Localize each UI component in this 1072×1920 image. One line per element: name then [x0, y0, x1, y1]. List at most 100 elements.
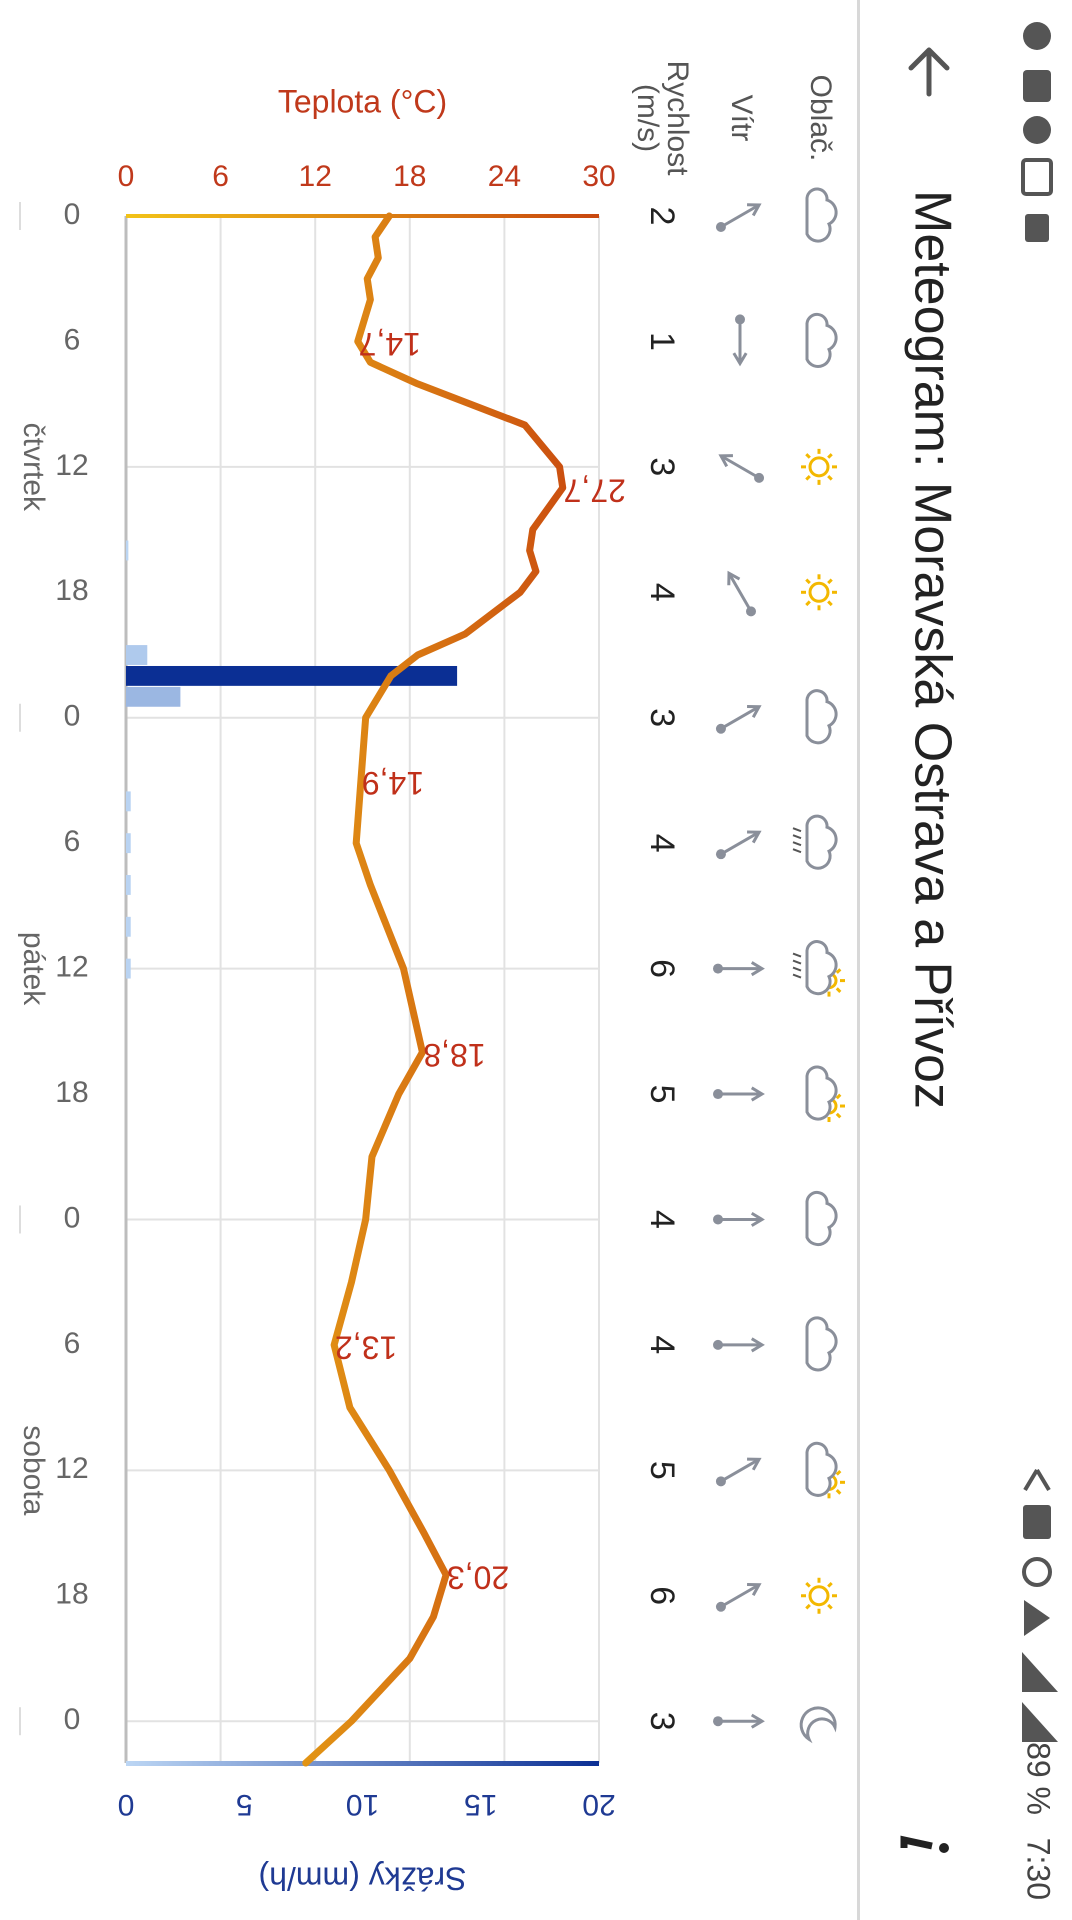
y2-tick-label: 10 — [346, 1788, 379, 1821]
status-icon — [1023, 1505, 1051, 1539]
weather-icon — [805, 1065, 845, 1123]
x-tick-label: 6 — [64, 323, 81, 356]
cloud-shape — [805, 689, 838, 745]
temperature-label: 27,7 — [564, 472, 626, 508]
wind-speed: 4 — [643, 1210, 681, 1229]
status-icon — [1023, 1468, 1051, 1492]
wind-speed: 6 — [643, 1586, 681, 1605]
rain-drop — [792, 848, 802, 854]
x-tick-label: 0 — [64, 700, 81, 733]
rain-drop — [792, 952, 802, 958]
info-button[interactable] — [900, 1835, 949, 1853]
sun-ray — [827, 1603, 833, 1610]
status-icon — [1022, 1652, 1058, 1692]
sun-ray — [835, 1093, 842, 1100]
sun-ray — [835, 1489, 842, 1495]
day-label: sobota — [17, 1425, 50, 1515]
wind-speed: 1 — [643, 332, 681, 351]
y-tick-label: 12 — [299, 160, 332, 193]
status-icon — [1022, 1702, 1058, 1742]
x-tick-label: 12 — [55, 951, 88, 984]
status-icon — [1025, 214, 1049, 242]
temperature-line — [302, 212, 567, 1767]
wind-arrow-head — [750, 1713, 765, 1729]
rain-drop — [792, 973, 802, 979]
moon-shape — [799, 1706, 837, 1744]
wind-arrow-head — [718, 454, 733, 468]
temperature-label: 14,7 — [359, 326, 421, 362]
y-axis-title: Teplota (°C) — [278, 83, 447, 119]
row-label: Vítr — [725, 95, 758, 142]
wind-arrow-head — [747, 1583, 762, 1596]
sun-shape — [808, 456, 830, 478]
wind-arrow-head — [750, 1211, 765, 1227]
status-icon — [1023, 116, 1051, 144]
status-time: 7:30 — [1021, 1838, 1057, 1900]
precip-scale — [126, 1761, 599, 1766]
x-tick-label: 6 — [64, 1327, 81, 1360]
weather-icon — [805, 312, 838, 369]
precip-bar — [125, 875, 131, 895]
sun-ray — [835, 987, 842, 993]
sun-ray — [827, 474, 833, 481]
wind-arrow-head — [747, 705, 762, 718]
sun-ray — [805, 578, 811, 585]
status-bar: 89 % 7:30 — [1021, 22, 1058, 1900]
cloud-shape — [805, 1441, 838, 1497]
wind-speed: 4 — [643, 583, 681, 602]
wind-arrow — [720, 1583, 760, 1609]
temperature-label: 20,3 — [447, 1559, 509, 1595]
x-tick-label: 0 — [64, 1201, 81, 1234]
y2-tick-label: 15 — [464, 1788, 497, 1821]
x-tick-label: 18 — [55, 1578, 88, 1611]
x-tick-label: 18 — [55, 574, 88, 607]
row-label: Rychlost(m/s) — [631, 60, 694, 176]
rain-drop — [792, 841, 802, 847]
wind-speed: 5 — [643, 1461, 681, 1480]
y-tick-label: 0 — [118, 160, 135, 193]
sun-ray — [805, 474, 811, 481]
cloud-shape — [805, 814, 838, 870]
weather-icon — [805, 187, 838, 243]
precip-bar — [125, 665, 458, 686]
cloud-shape — [805, 1190, 838, 1247]
wind-arrow-head — [747, 1457, 762, 1471]
cloud-shape — [805, 940, 838, 996]
x-tick-label: 6 — [64, 825, 81, 858]
y-tick-label: 24 — [488, 160, 521, 193]
cloud-shape — [805, 1065, 838, 1121]
x-tick-label: 12 — [55, 1452, 88, 1485]
y2-tick-label: 20 — [582, 1788, 615, 1821]
status-icon — [1023, 70, 1051, 102]
sun-ray — [835, 1112, 842, 1119]
precip-bar — [126, 686, 181, 707]
weather-icon — [801, 574, 837, 611]
wind-arrow-head — [750, 1086, 765, 1102]
rain-drop — [792, 966, 802, 972]
wind-arrow-head — [727, 570, 741, 586]
wind-arrow — [720, 203, 760, 229]
wind-arrow-head — [750, 961, 765, 977]
precip-bar — [125, 540, 129, 561]
weather-icon — [805, 1441, 845, 1499]
sun-ray — [805, 600, 811, 607]
sun-ray — [827, 1581, 833, 1588]
sun-ray — [827, 453, 833, 459]
weather-icon — [801, 1577, 837, 1614]
sun-ray — [827, 600, 833, 607]
weather-icon — [805, 689, 838, 745]
precip-bar — [125, 791, 131, 812]
wind-speed: 6 — [643, 959, 681, 978]
sun-ray — [805, 453, 811, 459]
wind-speed: 4 — [643, 834, 681, 853]
back-button[interactable] — [908, 47, 950, 97]
weather-icon — [805, 1190, 838, 1247]
temp-scale — [126, 214, 599, 218]
wind-arrow — [727, 572, 753, 613]
header-shadow — [857, 0, 860, 1920]
cloud-shape — [805, 187, 838, 243]
y-tick-label: 6 — [212, 160, 229, 193]
